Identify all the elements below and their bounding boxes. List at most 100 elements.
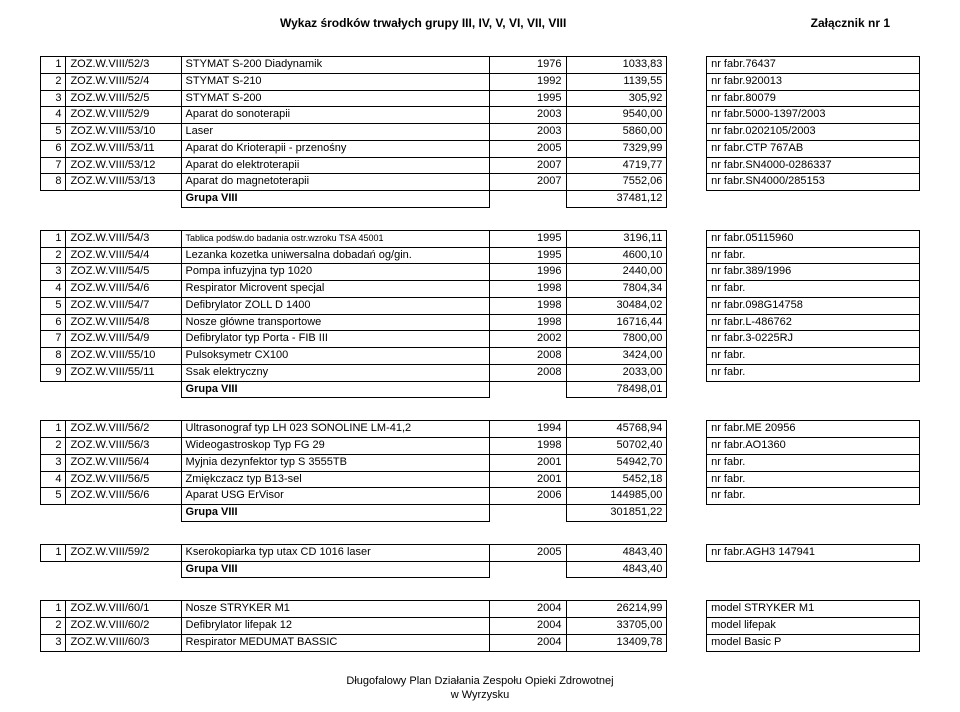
cell: Laser [181, 124, 490, 141]
cell: 6 [41, 140, 66, 157]
cell: Pompa infuzyjna typ 1020 [181, 264, 490, 281]
cell: Respirator MEDUMAT BASSIC [181, 634, 490, 651]
cell [667, 297, 707, 314]
table-row: 1ZOZ.W.VIII/59/2Kserokopiarka typ utax C… [41, 544, 920, 561]
cell [667, 124, 707, 141]
cell [667, 281, 707, 298]
cell: Tablica podśw.do badania ostr.wzroku TSA… [181, 230, 490, 247]
asset-table: 1ZOZ.W.VIII/59/2Kserokopiarka typ utax C… [40, 544, 920, 579]
cell [667, 618, 707, 635]
table-row: 4ZOZ.W.VIII/54/6Respirator Microvent spe… [41, 281, 920, 298]
cell [667, 247, 707, 264]
cell: 1033,83 [566, 57, 667, 74]
cell: ZOZ.W.VIII/54/6 [66, 281, 181, 298]
cell: Defibrylator lifepak 12 [181, 618, 490, 635]
cell: Aparat do elektroterapii [181, 157, 490, 174]
table-row: 4ZOZ.W.VIII/56/5Zmiękczacz typ B13-sel20… [41, 471, 920, 488]
cell: 26214,99 [566, 601, 667, 618]
cell: ZOZ.W.VIII/56/5 [66, 471, 181, 488]
cell: 1139,55 [566, 73, 667, 90]
cell [667, 107, 707, 124]
cell [41, 505, 66, 522]
cell: nr fabr.920013 [707, 73, 920, 90]
cell: 2 [41, 618, 66, 635]
cell: 2440,00 [566, 264, 667, 281]
cell [667, 140, 707, 157]
cell: 2007 [490, 174, 566, 191]
cell: 4843,40 [566, 544, 667, 561]
cell: 7 [41, 157, 66, 174]
cell: 3 [41, 634, 66, 651]
table-row: 1ZOZ.W.VIII/54/3Tablica podśw.do badania… [41, 230, 920, 247]
cell [667, 634, 707, 651]
cell: nr fabr. [707, 348, 920, 365]
cell: 3 [41, 454, 66, 471]
cell: Aparat do magnetoterapii [181, 174, 490, 191]
cell: 2005 [490, 544, 566, 561]
cell: 4719,77 [566, 157, 667, 174]
asset-table: 1ZOZ.W.VIII/60/1Nosze STRYKER M120042621… [40, 600, 920, 651]
cell: ZOZ.W.VIII/60/3 [66, 634, 181, 651]
cell: nr fabr.76437 [707, 57, 920, 74]
cell: 1995 [490, 90, 566, 107]
cell: nr fabr.L-486762 [707, 314, 920, 331]
cell: nr fabr.80079 [707, 90, 920, 107]
table-row: 2ZOZ.W.VIII/52/4STYMAT S-21019921139,55n… [41, 73, 920, 90]
cell: 1 [41, 601, 66, 618]
cell: 2005 [490, 140, 566, 157]
cell: Aparat USG ErVisor [181, 488, 490, 505]
cell: 3 [41, 264, 66, 281]
cell: 1 [41, 544, 66, 561]
cell: Pulsoksymetr CX100 [181, 348, 490, 365]
cell: ZOZ.W.VIII/52/9 [66, 107, 181, 124]
cell [667, 73, 707, 90]
cell: ZOZ.W.VIII/56/4 [66, 454, 181, 471]
table-row: 1ZOZ.W.VIII/52/3STYMAT S-200 Diadynamik1… [41, 57, 920, 74]
cell [667, 421, 707, 438]
cell: 4843,40 [566, 561, 667, 578]
cell: ZOZ.W.VIII/56/6 [66, 488, 181, 505]
cell: 1 [41, 57, 66, 74]
cell: 9 [41, 364, 66, 381]
cell: nr fabr.389/1996 [707, 264, 920, 281]
cell: Wideogastroskop Typ FG 29 [181, 438, 490, 455]
cell [41, 191, 66, 208]
group-total-row: Grupa VIII37481,12 [41, 191, 920, 208]
cell: 2003 [490, 107, 566, 124]
cell: 1998 [490, 438, 566, 455]
cell: nr fabr. [707, 454, 920, 471]
cell: 16716,44 [566, 314, 667, 331]
cell: ZOZ.W.VIII/60/2 [66, 618, 181, 635]
cell: 2004 [490, 618, 566, 635]
cell: ZOZ.W.VIII/54/5 [66, 264, 181, 281]
cell: ZOZ.W.VIII/54/4 [66, 247, 181, 264]
cell: 2 [41, 73, 66, 90]
page-header: Wykaz środków trwałych grupy III, IV, V,… [40, 16, 920, 30]
cell: model STRYKER M1 [707, 601, 920, 618]
cell [707, 191, 920, 208]
cell [667, 191, 707, 208]
cell: ZOZ.W.VIII/56/2 [66, 421, 181, 438]
cell: Grupa VIII [181, 561, 490, 578]
cell: Nosze główne transportowe [181, 314, 490, 331]
cell: Kserokopiarka typ utax CD 1016 laser [181, 544, 490, 561]
cell [667, 157, 707, 174]
table-row: 2ZOZ.W.VIII/56/3Wideogastroskop Typ FG 2… [41, 438, 920, 455]
cell: Aparat do Krioterapii - przenośny [181, 140, 490, 157]
cell: 3 [41, 90, 66, 107]
table-row: 1ZOZ.W.VIII/60/1Nosze STRYKER M120042621… [41, 601, 920, 618]
cell [667, 230, 707, 247]
cell: nr fabr.098G14758 [707, 297, 920, 314]
cell: ZOZ.W.VIII/53/13 [66, 174, 181, 191]
cell: 144985,00 [566, 488, 667, 505]
cell: nr fabr.AO1360 [707, 438, 920, 455]
cell: 45768,94 [566, 421, 667, 438]
cell: nr fabr.3-0225RJ [707, 331, 920, 348]
cell: 3196,11 [566, 230, 667, 247]
table-row: 7ZOZ.W.VIII/53/12Aparat do elektroterapi… [41, 157, 920, 174]
cell: nr fabr. [707, 281, 920, 298]
cell: 1992 [490, 73, 566, 90]
cell: model lifepak [707, 618, 920, 635]
cell: 2004 [490, 601, 566, 618]
cell [667, 561, 707, 578]
